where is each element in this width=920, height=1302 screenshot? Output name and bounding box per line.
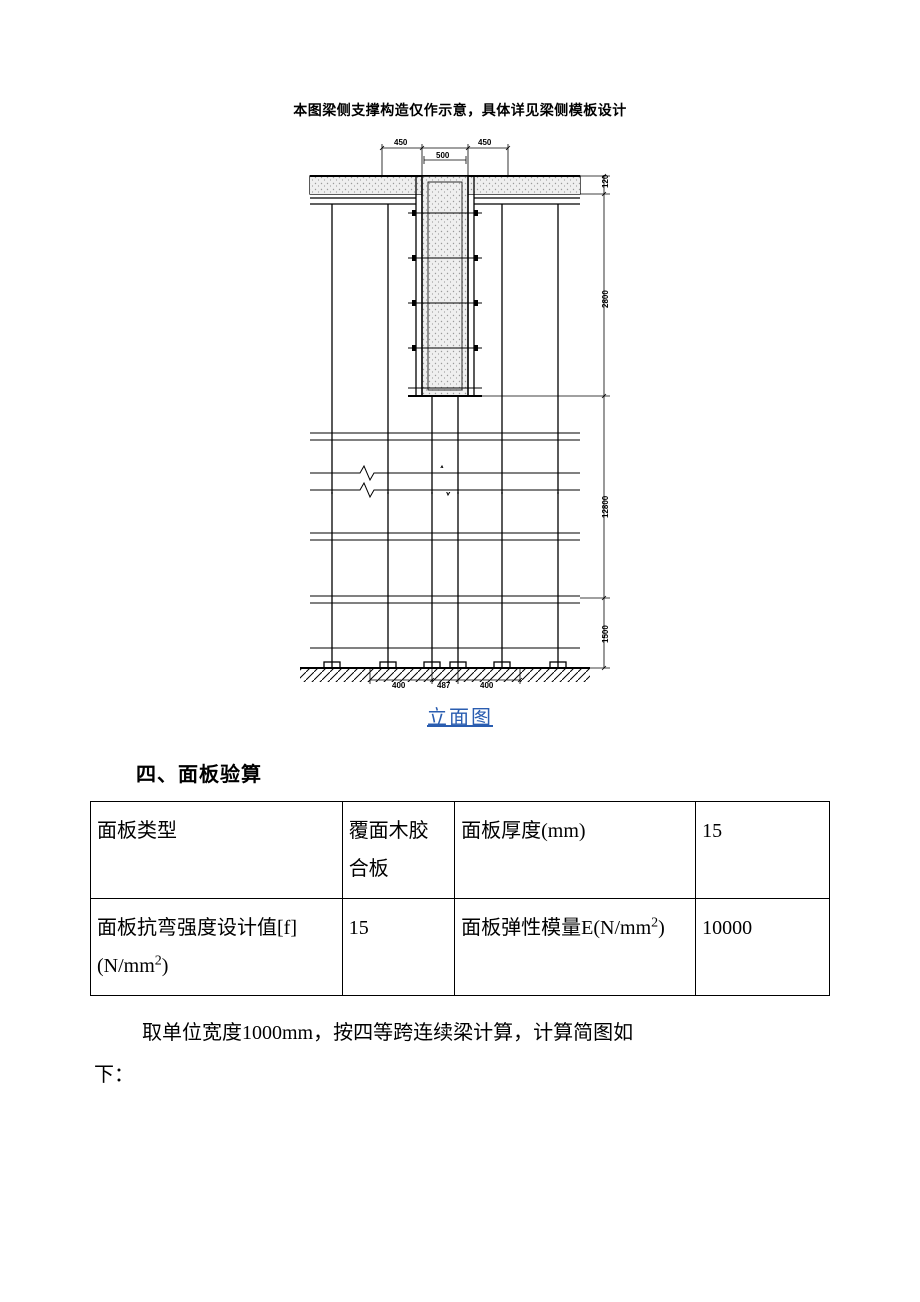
cell-label: 面板类型 [91, 802, 343, 899]
cell-value: 覆面木胶合板 [342, 802, 454, 899]
dim-right-4: 1500 [601, 625, 610, 643]
diagram-caption-top: 本图梁侧支撑构造仅作示意，具体详见梁侧模板设计 [90, 100, 830, 120]
elevation-diagram: 450 450 500 120 2800 [290, 128, 630, 693]
panel-check-table: 面板类型 覆面木胶合板 面板厚度(mm) 15 面板抗弯强度设计值[f](N/m… [90, 801, 830, 996]
paragraph-line: 下： [90, 1054, 830, 1096]
dim-bottom-1: 400 [392, 681, 406, 688]
elevation-diagram-link[interactable]: 立面图 [90, 701, 830, 730]
dim-right-3: 12800 [601, 495, 610, 518]
dim-top-3: 500 [436, 151, 450, 160]
cell-value: 15 [342, 899, 454, 996]
cell-value: 10000 [696, 899, 830, 996]
cell-label: 面板抗弯强度设计值[f](N/mm2) [91, 899, 343, 996]
dim-top-1: 450 [394, 138, 408, 147]
section-4-paragraph: 取单位宽度1000mm，按四等跨连续梁计算，计算简图如 下： [90, 1012, 830, 1096]
cell-value: 15 [696, 802, 830, 899]
dim-right-1: 120 [601, 174, 610, 188]
dim-right-2: 2800 [601, 290, 610, 308]
dim-bottom-3: 400 [480, 681, 494, 688]
dim-bottom-2: 487 [437, 681, 451, 688]
table-row: 面板抗弯强度设计值[f](N/mm2) 15 面板弹性模量E(N/mm2) 10… [91, 899, 830, 996]
cell-label: 面板厚度(mm) [455, 802, 696, 899]
section-4-heading: 四、面板验算 [136, 758, 830, 787]
paragraph-line: 取单位宽度1000mm，按四等跨连续梁计算，计算简图如 [90, 1012, 830, 1054]
dim-top-2: 450 [478, 138, 492, 147]
table-row: 面板类型 覆面木胶合板 面板厚度(mm) 15 [91, 802, 830, 899]
cell-label: 面板弹性模量E(N/mm2) [455, 899, 696, 996]
